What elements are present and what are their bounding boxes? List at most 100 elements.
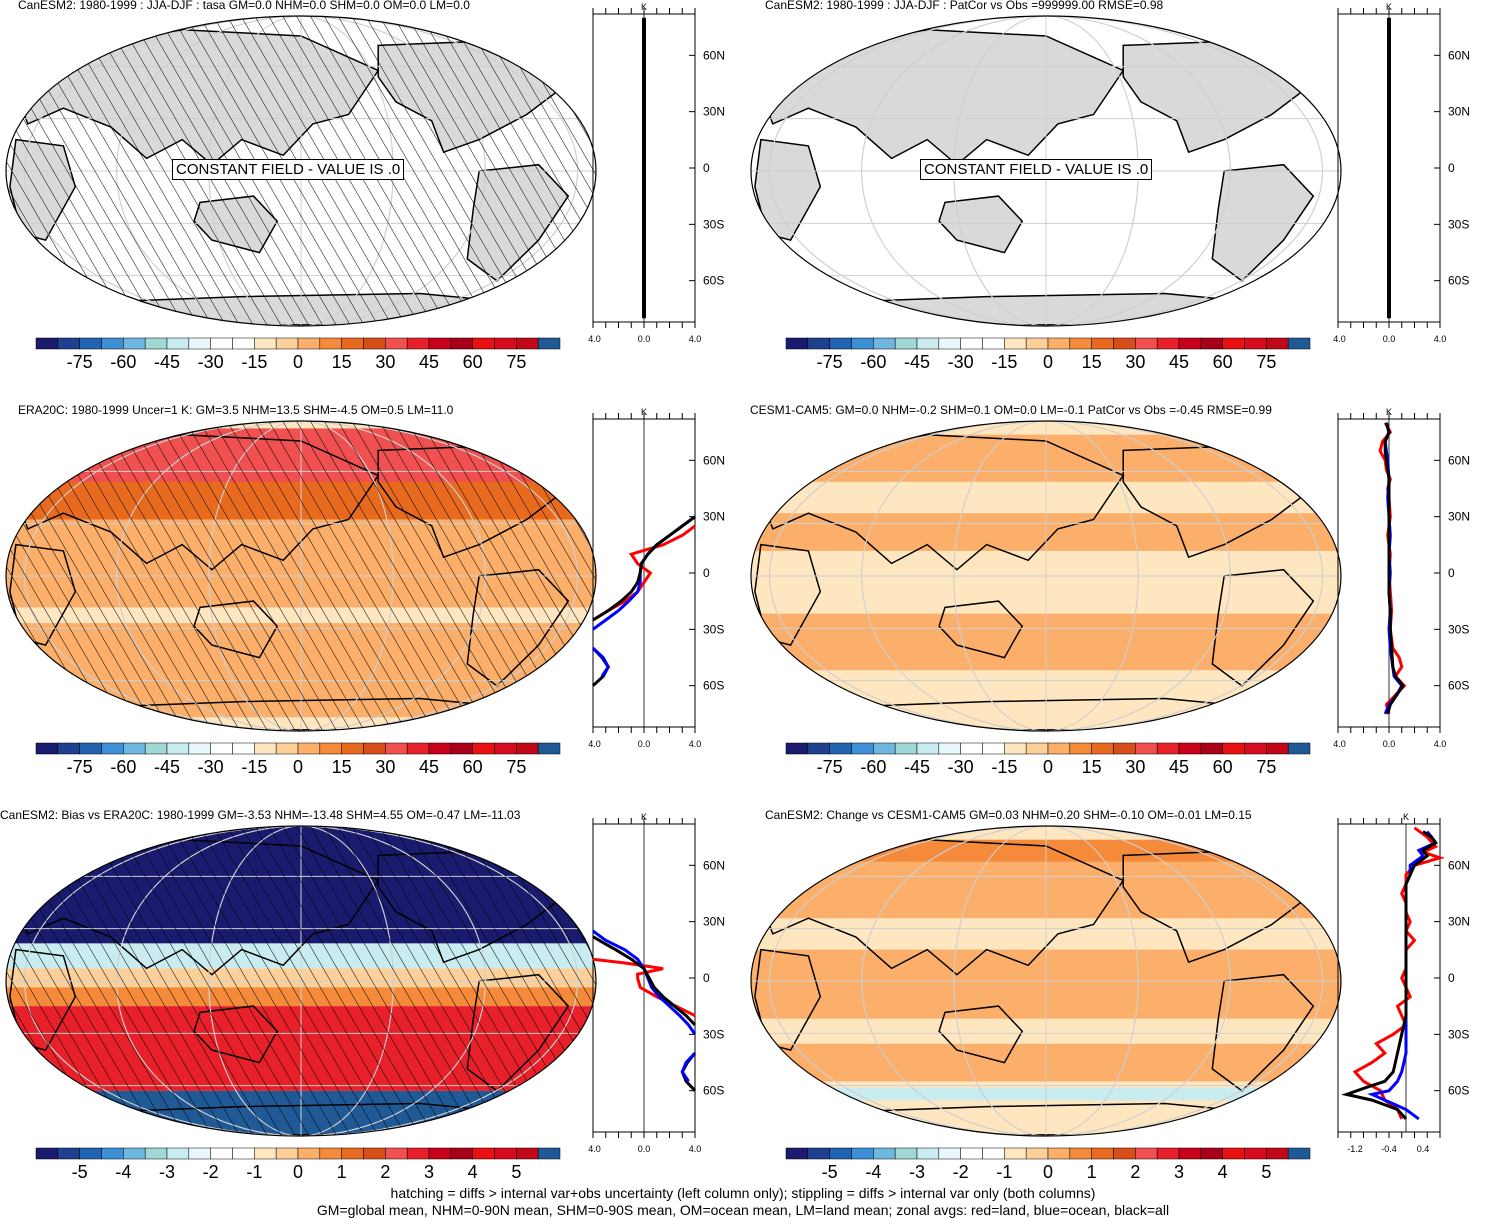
colorbar-label: -60 xyxy=(110,757,137,777)
zonal-ytick-label: 60N xyxy=(1448,858,1470,872)
colorbar-cell xyxy=(57,742,80,755)
footnote-legend: GM=global mean, NHM=0-90N mean, SHM=0-90… xyxy=(316,1202,1170,1218)
colorbar-label: 4 xyxy=(1217,1162,1228,1182)
zonal-ytick-label: 30N xyxy=(1448,510,1470,524)
colorbar-cell xyxy=(341,337,364,350)
colorbar-label: 0 xyxy=(1042,1162,1054,1182)
colorbar-cell xyxy=(472,337,495,350)
colorbar-cell xyxy=(210,337,233,350)
continent-2 xyxy=(938,195,1024,254)
zonal-series-line-0 xyxy=(1352,826,1446,1120)
colorbar-cell xyxy=(450,337,473,350)
colorbar-label: 2 xyxy=(1130,1162,1141,1182)
zonal-xtick-label: -4.0 xyxy=(588,739,601,749)
colorbar-cell xyxy=(1156,742,1180,755)
colorbar-cell xyxy=(275,337,299,350)
colorbar-label: -15 xyxy=(991,352,1018,372)
zonal-unit-label: K xyxy=(641,2,647,12)
colorbar-cell xyxy=(188,742,211,755)
colorbar-cell xyxy=(1178,1147,1202,1160)
zonal-mean-plot: K -4.0 0.0 4.0 60N 30N 0 30S 60S xyxy=(588,407,725,749)
colorbar-cell xyxy=(1200,1147,1223,1160)
zonal-xtick-label: 0.4 xyxy=(1417,1144,1430,1154)
colorbar-cell xyxy=(1025,1147,1049,1160)
hatching xyxy=(6,421,596,731)
colorbar-label: 30 xyxy=(1125,757,1146,777)
zonal-xtick-label: 0.0 xyxy=(638,739,651,749)
zonal-xtick-label: 4.0 xyxy=(1434,739,1447,749)
colorbar-cell xyxy=(144,337,168,350)
colorbar-cell xyxy=(916,1147,940,1160)
colorbar-cell xyxy=(982,1147,1005,1160)
zonal-ytick-label: 0 xyxy=(1448,566,1455,580)
colorbar-cell xyxy=(1222,742,1245,755)
zonal-xtick-label: 4.0 xyxy=(689,739,702,749)
continent-0 xyxy=(760,28,1125,166)
colorbar-cell xyxy=(1244,1147,1267,1160)
panel-title: CanESM2: Change vs CESM1-CAM5 GM=0.03 NH… xyxy=(765,808,1252,822)
map-border xyxy=(5,15,597,327)
colorbar-cell xyxy=(406,1147,430,1160)
zonal-ytick-label: 60S xyxy=(1448,679,1469,693)
zonal-xtick-label: 0.0 xyxy=(1383,739,1396,749)
colorbar-cell xyxy=(1135,337,1158,350)
colorbar-label: 0 xyxy=(292,1162,304,1182)
map-plot xyxy=(5,420,597,732)
colorbar-cell xyxy=(1222,1147,1245,1160)
colorbar-label: 0 xyxy=(1042,352,1054,372)
colorbar-cell xyxy=(297,742,321,755)
colorbar-cell xyxy=(275,742,299,755)
graticule-lon xyxy=(861,16,1231,326)
graticule-lon xyxy=(953,826,1139,1136)
colorbar-cell xyxy=(57,1147,80,1160)
colorbar-cell xyxy=(960,742,983,755)
colorbar-label: 75 xyxy=(506,757,527,777)
colorbar-cell xyxy=(807,742,830,755)
colorbar-cell xyxy=(1156,337,1180,350)
colorbar-cell xyxy=(1156,1147,1180,1160)
colorbar xyxy=(35,1147,561,1160)
colorbar-cell xyxy=(144,1147,168,1160)
colorbar-cell xyxy=(35,337,59,350)
colorbar-label: -4 xyxy=(115,1162,132,1182)
colorbar-cell xyxy=(428,1147,452,1160)
colorbar-cell xyxy=(1287,742,1311,755)
colorbar-cell xyxy=(851,337,874,350)
colorbar-label: 1 xyxy=(336,1162,347,1182)
colorbar-cell xyxy=(428,337,452,350)
continent-1 xyxy=(754,948,822,1051)
colorbar-cell xyxy=(807,337,830,350)
zonal-ytick-label: 60S xyxy=(1448,1084,1469,1098)
zonal-series-line-2 xyxy=(1383,422,1405,715)
colorbar-cell xyxy=(79,742,102,755)
colorbar-label: -1 xyxy=(996,1162,1013,1182)
colorbar-labels: -75 -60 -45 -30 -15 0 15 30 45 60 75 xyxy=(35,757,559,779)
zonal-ytick-label: 60S xyxy=(1448,274,1469,288)
colorbar-cell xyxy=(1047,1147,1071,1160)
zonal-ytick-label: 30S xyxy=(703,217,724,231)
colorbar-label: 0 xyxy=(292,757,304,777)
graticule-lon xyxy=(861,826,1231,1136)
colorbar-cell xyxy=(210,1147,233,1160)
zonal-axes-box xyxy=(1337,823,1441,1133)
colorbar-cell xyxy=(537,337,561,350)
colorbar-label: -75 xyxy=(816,757,843,777)
zonal-xtick-label: -4.0 xyxy=(1333,334,1346,344)
zonal-series-line-1 xyxy=(592,929,697,1036)
colorbar-label: 15 xyxy=(1081,757,1102,777)
colorbar-cell xyxy=(166,337,190,350)
zonal-ytick-label: 30S xyxy=(1448,1027,1469,1041)
colorbar-cell xyxy=(1091,337,1114,350)
colorbar-label: 60 xyxy=(462,757,483,777)
continent-2 xyxy=(938,600,1024,659)
colorbar-label: 45 xyxy=(418,352,440,372)
map-plot xyxy=(750,825,1342,1137)
colorbar-cell xyxy=(188,337,211,350)
graticule-lon xyxy=(768,421,1324,731)
zonal-xtick-label: -4.0 xyxy=(588,1144,601,1154)
colorbar-cell xyxy=(1025,742,1049,755)
graticule-lon xyxy=(768,826,1324,1136)
zonal-ytick-label: 60N xyxy=(703,858,725,872)
continent-1 xyxy=(754,138,822,241)
colorbar-label: 60 xyxy=(1212,352,1233,372)
